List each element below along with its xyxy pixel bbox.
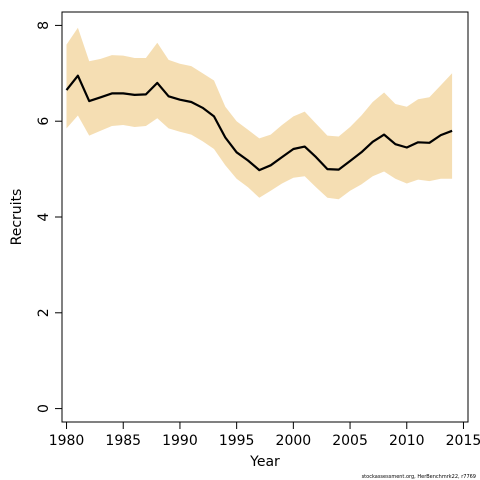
x-tick-label-1990: 1990 — [162, 433, 198, 449]
x-tick-label-1980: 1980 — [49, 433, 85, 449]
x-tick-label-1995: 1995 — [219, 433, 255, 449]
recruits-line — [65, 74, 453, 172]
x-axis-title: Year — [249, 454, 280, 470]
x-tick-label-2000: 2000 — [276, 433, 312, 449]
x-tick-label-2015: 2015 — [446, 433, 480, 449]
y-axis-title: Recruits — [9, 189, 25, 246]
y-tick-label-8: 8 — [36, 21, 52, 30]
y-tick-label-6: 6 — [36, 117, 52, 126]
x-tick-label-2010: 2010 — [389, 433, 425, 449]
y-tick-label-2: 2 — [36, 308, 52, 317]
estimate-line-layer — [65, 74, 453, 172]
y-tick-label-4: 4 — [36, 212, 52, 221]
y-tick-label-0: 0 — [36, 404, 52, 413]
x-tick-label-1985: 1985 — [105, 433, 141, 449]
footnote: stockassessment.org, HerBenchmrk22, r776… — [362, 474, 476, 480]
y-axis: 0 2 4 6 8 — [36, 21, 62, 413]
x-tick-label-2005: 2005 — [332, 433, 368, 449]
x-axis: 1980 1985 1990 1995 2000 2005 2010 2015 — [49, 422, 480, 449]
